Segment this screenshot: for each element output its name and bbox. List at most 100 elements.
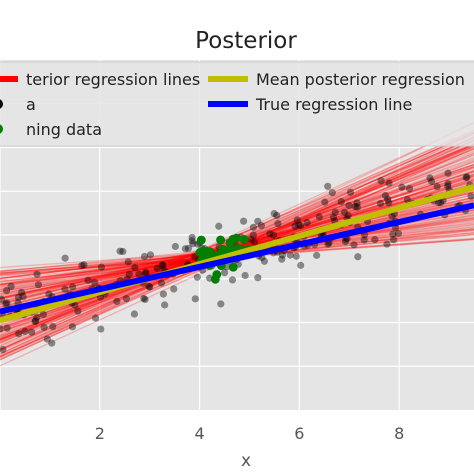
data-point [140,294,148,303]
data-point [7,282,15,290]
data-point [74,307,82,315]
data-point [78,262,86,270]
data-point [15,330,23,338]
data-point [254,217,262,225]
data-point [17,288,26,297]
data-point [371,236,379,244]
data-point [32,317,40,325]
data-point [188,237,196,245]
training-point [216,235,225,245]
data-point [463,173,471,181]
data-point [278,251,287,259]
data-point [39,310,47,319]
training-point [198,246,208,256]
data-point [286,251,294,259]
data-point [354,253,362,261]
data-point [43,335,51,343]
data-point [389,230,397,238]
data-point [329,213,337,221]
legend-label: True regression line [255,95,412,114]
data-point [170,285,178,293]
x-tick-labels: 2 4 6 8 [95,424,405,443]
data-point [130,310,139,318]
data-point [360,236,368,244]
data-point [140,252,149,261]
data-point [184,244,193,253]
data-point [292,252,300,260]
data-point [462,173,470,182]
data-point [31,317,39,326]
data-point [389,236,398,244]
data-point [240,217,248,225]
data-point [331,208,339,216]
data-point [385,179,393,187]
data-point [159,261,167,269]
data-point [2,300,10,308]
data-point [146,251,155,259]
legend: terior regression lines Mean posterior re… [0,61,474,147]
data-point [14,293,22,302]
posterior-regression-line [0,183,474,306]
data-point [217,300,225,308]
data-point [249,231,257,239]
data-point [49,323,57,331]
data-point [249,223,257,231]
data-point [97,325,105,333]
data-point [351,202,359,210]
data-point [269,231,278,239]
data-point [303,218,311,227]
data-point [297,261,305,269]
data-point [340,208,349,216]
data-point [141,269,149,278]
data-point [34,281,43,289]
data-point [19,292,27,301]
data-point [40,323,48,331]
data-point [388,212,396,220]
data-point [45,290,53,298]
data-point [158,262,167,270]
data-point [296,221,305,230]
data-point [247,235,255,243]
data-point [444,182,452,190]
data-point [131,263,139,272]
series-line [0,183,474,324]
data-point [324,240,332,248]
data-point [426,174,434,182]
data-point [193,273,201,281]
data-point [344,211,352,220]
data-point [321,198,329,206]
data-point [328,189,336,197]
data-point [405,185,414,193]
data-point [145,283,153,291]
legend-swatch [0,99,3,109]
legend-label: ning data [26,120,102,139]
data-point [220,269,229,277]
data-point [315,213,323,221]
data-point [84,276,92,284]
data-point [350,241,358,249]
data-point [215,222,223,230]
x-axis-label: x [241,451,251,471]
data-point [181,245,189,253]
x-tick-label: 2 [95,424,105,443]
data-point [383,240,391,248]
posterior-regression-line [0,184,474,303]
data-point [142,268,150,276]
data-point [0,345,7,354]
data-point [71,301,79,309]
data-point [28,328,36,336]
data-point [80,261,88,269]
data-point [146,283,154,291]
data-point [434,199,443,207]
data-point [293,216,301,224]
data-point [353,199,361,207]
training-point [239,235,249,244]
data-point [61,254,69,262]
data-point [444,179,452,188]
data-point [0,295,6,303]
data-point [444,169,452,177]
legend-swatch [0,124,3,134]
data-point [191,295,199,303]
data-point [437,199,445,207]
data-point [135,270,143,278]
